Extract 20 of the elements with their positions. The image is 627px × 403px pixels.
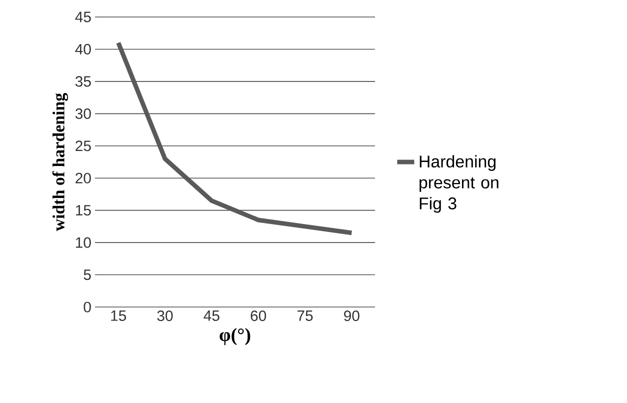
y-tick-label: 0 <box>84 302 91 312</box>
y-axis-title: width of hardening <box>52 93 68 232</box>
x-tick-label: 30 <box>157 310 173 322</box>
y-tick-label: 15 <box>76 205 91 216</box>
y-tick-label: 5 <box>84 270 91 280</box>
y-tick-label: 35 <box>75 76 91 87</box>
x-tick-label: 75 <box>297 310 313 321</box>
y-tick-label: 45 <box>75 12 91 22</box>
y-tick-label: 25 <box>76 140 91 152</box>
line-series <box>116 40 354 236</box>
x-tick-label: 15 <box>111 310 126 321</box>
x-axis-title: φ(°) <box>220 328 250 346</box>
legend-label: Hardening present on Fig 3 <box>420 155 498 213</box>
y-tick-label: 10 <box>76 237 91 248</box>
x-tick-label: 45 <box>204 310 220 321</box>
x-tick-label: 90 <box>344 310 360 322</box>
y-tick-label: 40 <box>75 44 91 55</box>
y-tick-label: 20 <box>76 172 91 184</box>
y-tick-label: 30 <box>75 108 91 119</box>
x-tick-label: 60 <box>250 310 266 322</box>
